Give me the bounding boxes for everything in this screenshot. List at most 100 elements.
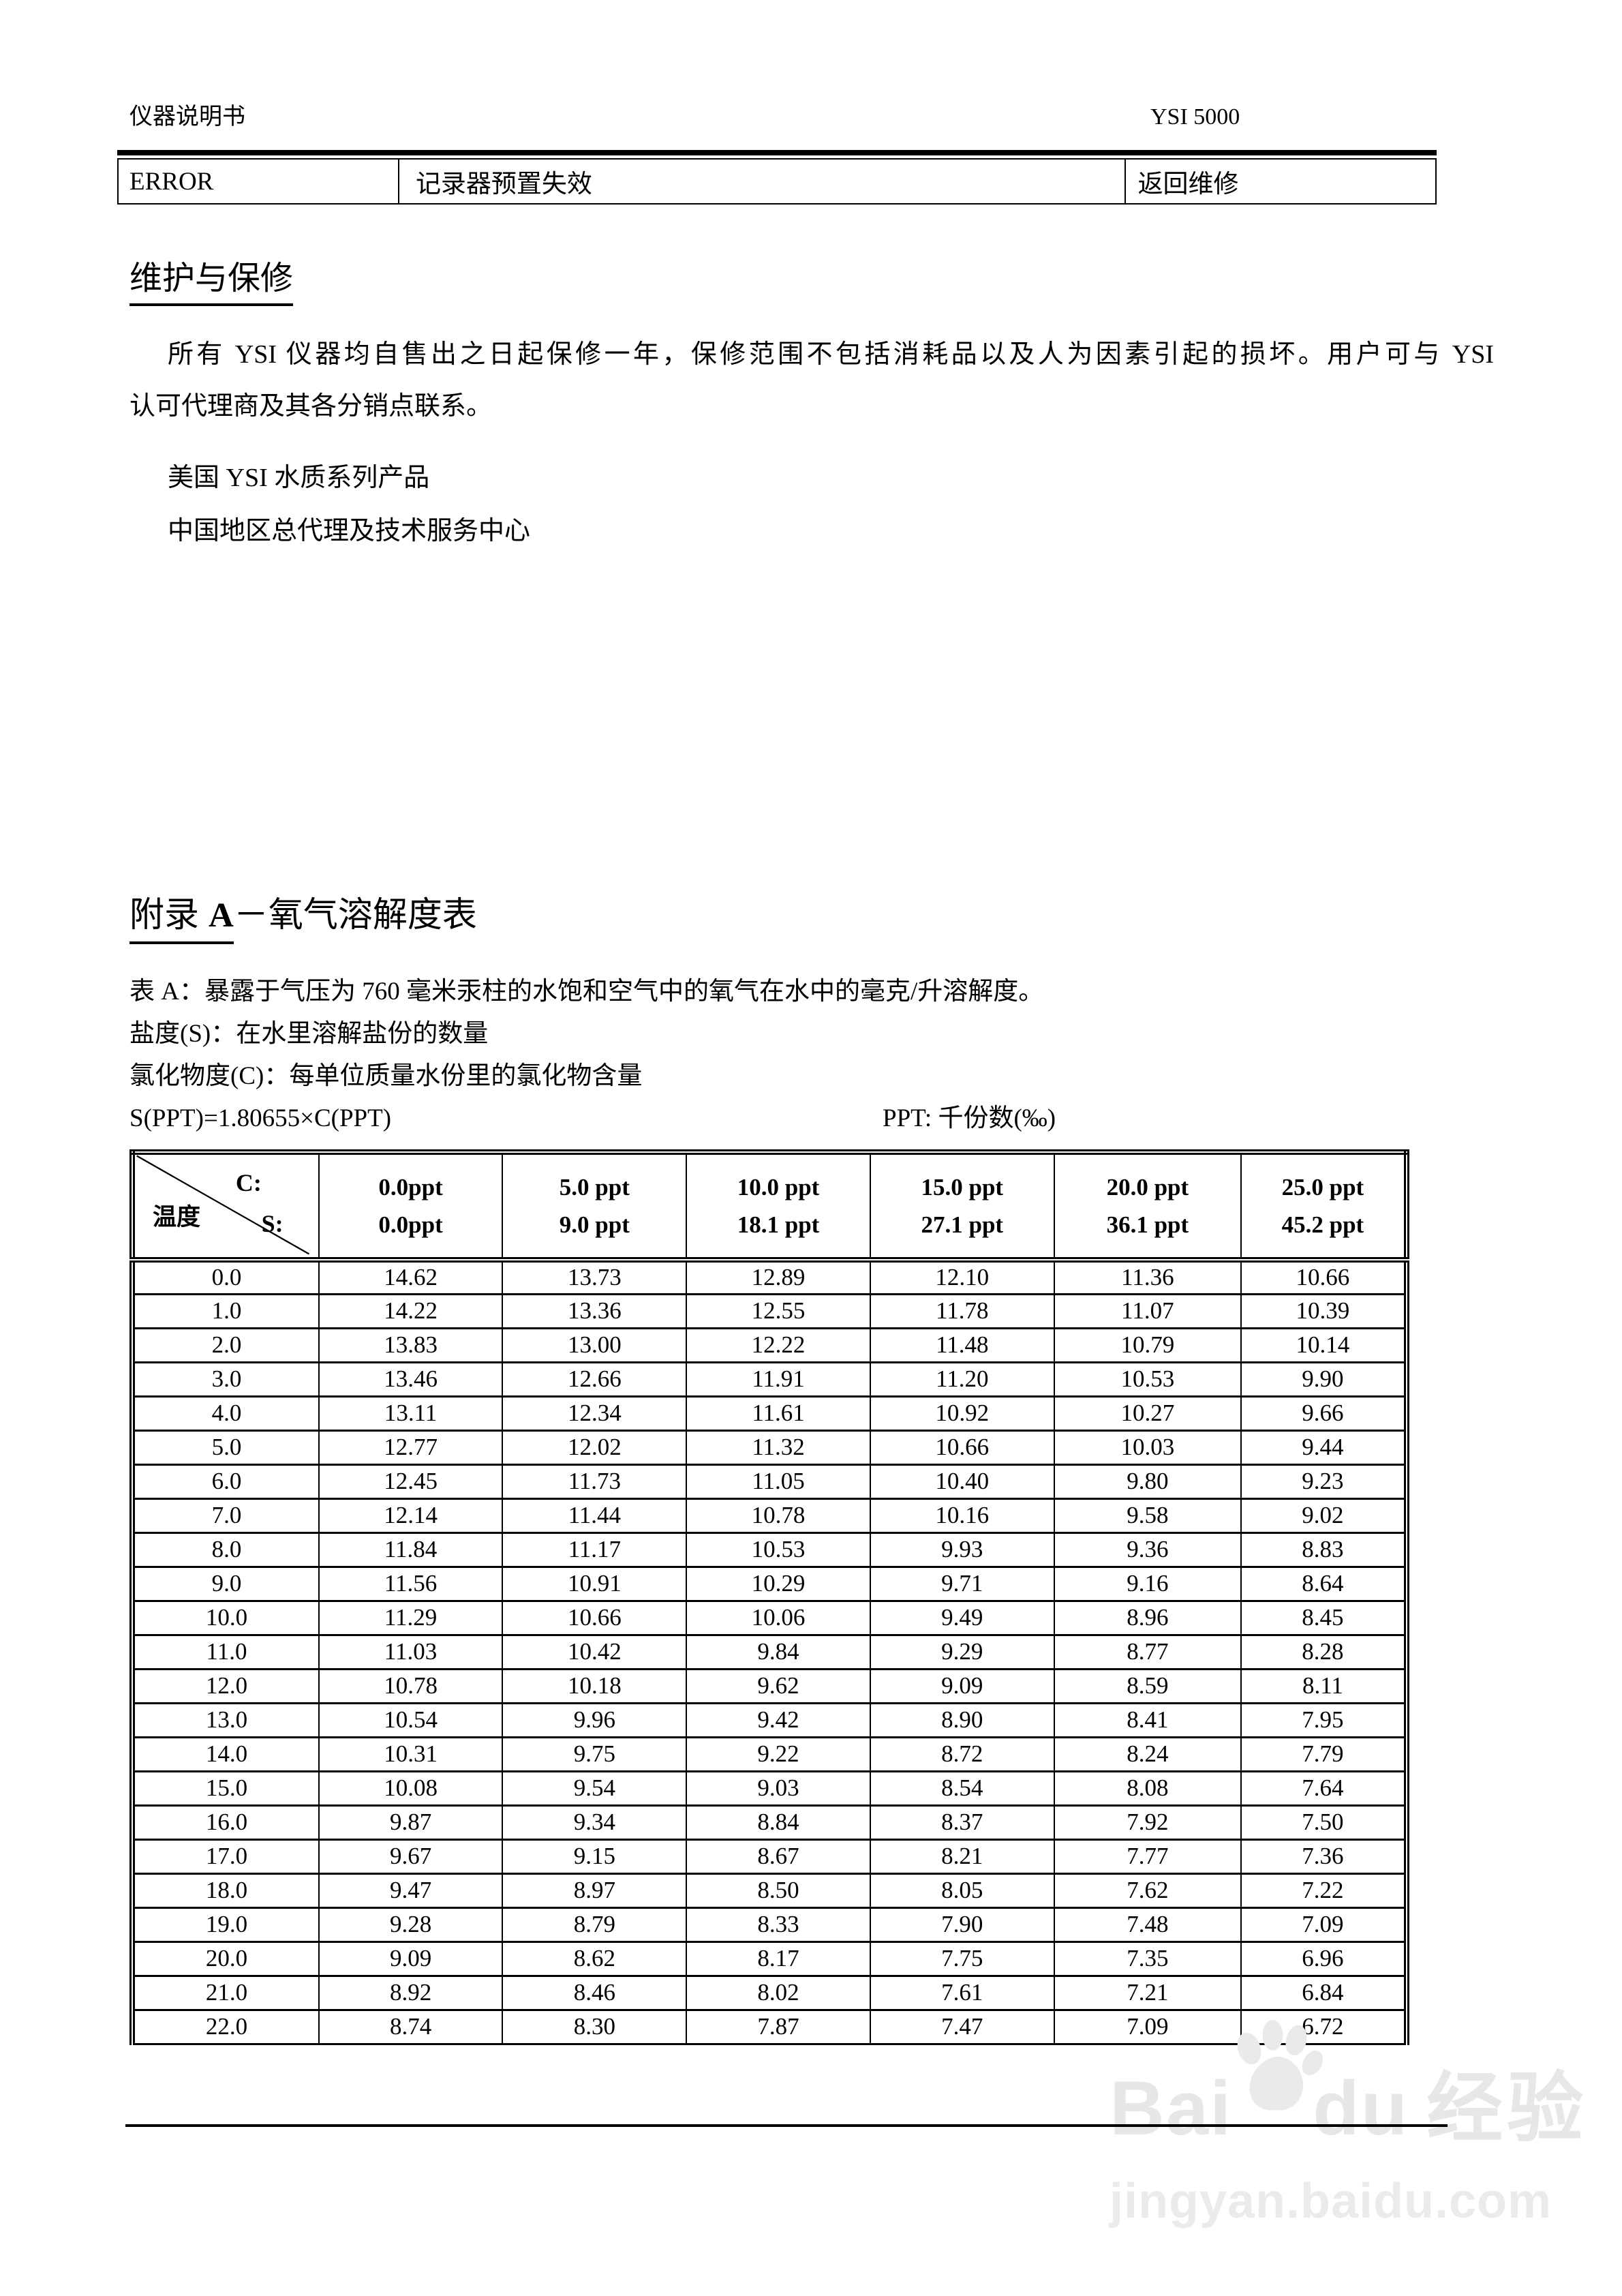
solubility-value-cell: 11.07 [1054, 1294, 1242, 1329]
solubility-value-cell: 11.56 [318, 1567, 504, 1602]
solubility-value-cell: 9.93 [870, 1532, 1055, 1568]
solubility-value-cell: 9.58 [1054, 1498, 1242, 1534]
table-row: 6.0 12.45 11.73 11.05 10.40 9.80 9.23 [132, 1464, 1408, 1500]
doc-title: 仪器说明书 [129, 104, 245, 130]
temperature-cell: 1.0 [132, 1294, 320, 1329]
table-row: 1.0 14.22 13.36 12.55 11.78 11.07 10.39 [132, 1294, 1408, 1329]
solubility-value-cell: 13.46 [318, 1362, 504, 1398]
solubility-value-cell: 9.87 [318, 1805, 504, 1841]
solubility-value-cell: 8.64 [1240, 1567, 1408, 1602]
doc-model: YSI 5000 [1150, 104, 1240, 130]
solubility-value-cell: 13.83 [318, 1328, 504, 1363]
solubility-value-cell: 12.55 [686, 1294, 871, 1329]
salinity-formula: S(PPT)=1.80655×C(PPT) [129, 1104, 392, 1132]
temperature-cell: 14.0 [132, 1737, 320, 1772]
solubility-value-cell: 10.66 [502, 1601, 688, 1636]
solubility-value-cell: 11.29 [318, 1601, 504, 1636]
table-a-description: 表 A：暴露于气压为 760 毫米汞柱的水饱和空气中的氧气在水中的毫克/升溶解度… [129, 978, 1044, 1006]
solubility-value-cell: 10.66 [1240, 1260, 1408, 1295]
solubility-value-cell: 8.74 [318, 2010, 504, 2045]
solubility-value-cell: 11.36 [1054, 1260, 1242, 1295]
footer-rule [125, 2124, 1448, 2127]
solubility-value-cell: 7.47 [870, 2010, 1055, 2045]
solubility-value-cell: 10.03 [1054, 1430, 1242, 1466]
appendix-title-underlined: 附录 A [129, 896, 234, 944]
watermark-brand: Bai du 经验 [1110, 2020, 1614, 2160]
salinity-header-value: 0.0ppt [378, 1211, 443, 1238]
solubility-value-cell: 7.62 [1054, 1873, 1242, 1909]
solubility-value-cell: 14.62 [318, 1260, 504, 1295]
solubility-value-cell: 9.02 [1240, 1498, 1408, 1534]
solubility-value-cell: 9.75 [502, 1737, 688, 1772]
table-row: 19.0 9.28 8.79 8.33 7.90 7.48 7.09 [132, 1907, 1408, 1943]
error-message-cell: 记录器预置失效 [397, 158, 1126, 205]
chloride-header-value: 25.0 ppt [1281, 1174, 1364, 1200]
solubility-value-cell: 12.02 [502, 1430, 688, 1466]
solubility-value-cell: 9.66 [1240, 1396, 1408, 1432]
solubility-value-cell: 8.54 [870, 1771, 1055, 1807]
solubility-value-cell: 9.34 [502, 1805, 688, 1841]
salinity-header-value: 9.0 ppt [559, 1211, 630, 1238]
address-line2: 中国地区总代理及技术服务中心 [168, 517, 531, 545]
temperature-cell: 6.0 [132, 1464, 320, 1500]
solubility-value-cell: 7.61 [870, 1976, 1055, 2011]
table-row: 5.0 12.77 12.02 11.32 10.66 10.03 9.44 [132, 1430, 1408, 1466]
table-header-row: C: 温度 S: 0.0ppt 0.0ppt 5.0 ppt 9.0 ppt 10.0 … [132, 1152, 1408, 1263]
table-row: 20.0 9.09 8.62 8.17 7.75 7.35 6.96 [132, 1942, 1408, 1977]
error-status-block: ERROR 记录器预置失效 返回维修 [117, 150, 1437, 205]
temperature-cell: 5.0 [132, 1430, 320, 1466]
table-definitions: 表 A：暴露于气压为 760 毫米汞柱的水饱和空气中的氧气在水中的毫克/升溶解度… [129, 971, 1494, 1140]
solubility-value-cell: 10.92 [870, 1396, 1055, 1432]
solubility-value-cell: 8.11 [1240, 1669, 1408, 1704]
solubility-value-cell: 9.71 [870, 1567, 1055, 1602]
address-block: 美国 YSI 水质系列产品 中国地区总代理及技术服务中心 [168, 451, 530, 558]
temperature-cell: 8.0 [132, 1532, 320, 1568]
temperature-cell: 4.0 [132, 1396, 320, 1432]
solubility-value-cell: 7.64 [1240, 1771, 1408, 1807]
solubility-value-cell: 11.48 [870, 1328, 1055, 1363]
table-body: 0.0 14.62 13.73 12.89 12.10 11.36 10.66 1.0 14.2… [132, 1260, 1408, 2045]
solubility-value-cell: 8.37 [870, 1805, 1055, 1841]
table-row: 22.0 8.74 8.30 7.87 7.47 7.09 6.72 [132, 2010, 1408, 2045]
solubility-value-cell: 8.67 [686, 1839, 871, 1875]
column-header-cell: 10.0 ppt 18.1 ppt [686, 1152, 871, 1263]
temperature-cell: 9.0 [132, 1567, 320, 1602]
corner-header-cell: C: 温度 S: [132, 1152, 320, 1263]
solubility-value-cell: 10.53 [686, 1532, 871, 1568]
solubility-value-cell: 8.92 [318, 1976, 504, 2011]
solubility-value-cell: 11.78 [870, 1294, 1055, 1329]
appendix-title-rest: －氧气溶解度表 [233, 896, 477, 935]
watermark-brand-part2: du [1313, 2066, 1409, 2151]
temperature-cell: 12.0 [132, 1669, 320, 1704]
solubility-value-cell: 10.40 [870, 1464, 1055, 1500]
temperature-cell: 0.0 [132, 1260, 320, 1295]
table-row: 7.0 12.14 11.44 10.78 10.16 9.58 9.02 [132, 1498, 1408, 1534]
temperature-cell: 10.0 [132, 1601, 320, 1636]
solubility-value-cell: 7.75 [870, 1942, 1055, 1977]
salinity-header-value: 45.2 ppt [1281, 1211, 1364, 1238]
solubility-value-cell: 10.91 [502, 1567, 688, 1602]
table-row: 8.0 11.84 11.17 10.53 9.93 9.36 8.83 [132, 1532, 1408, 1568]
solubility-value-cell: 8.17 [686, 1942, 871, 1977]
column-header-cell: 5.0 ppt 9.0 ppt [502, 1152, 688, 1263]
solubility-value-cell: 8.84 [686, 1805, 871, 1841]
table-row: 16.0 9.87 9.34 8.84 8.37 7.92 7.50 [132, 1805, 1408, 1841]
column-header-cell: 15.0 ppt 27.1 ppt [870, 1152, 1055, 1263]
solubility-value-cell: 9.09 [870, 1669, 1055, 1704]
solubility-value-cell: 9.80 [1054, 1464, 1242, 1500]
solubility-value-cell: 9.29 [870, 1635, 1055, 1670]
temperature-cell: 16.0 [132, 1805, 320, 1841]
solubility-value-cell: 7.09 [1054, 2010, 1242, 2045]
chloride-header-value: 15.0 ppt [921, 1174, 1004, 1200]
solubility-value-cell: 10.29 [686, 1567, 871, 1602]
temperature-cell: 15.0 [132, 1771, 320, 1807]
solubility-value-cell: 9.15 [502, 1839, 688, 1875]
table-row: 15.0 10.08 9.54 9.03 8.54 8.08 7.64 [132, 1771, 1408, 1807]
solubility-value-cell: 8.28 [1240, 1635, 1408, 1670]
solubility-value-cell: 8.45 [1240, 1601, 1408, 1636]
solubility-value-cell: 7.90 [870, 1907, 1055, 1943]
error-status-table: ERROR 记录器预置失效 返回维修 [117, 158, 1437, 205]
solubility-value-cell: 13.11 [318, 1396, 504, 1432]
solubility-value-cell: 10.08 [318, 1771, 504, 1807]
solubility-value-cell: 10.39 [1240, 1294, 1408, 1329]
